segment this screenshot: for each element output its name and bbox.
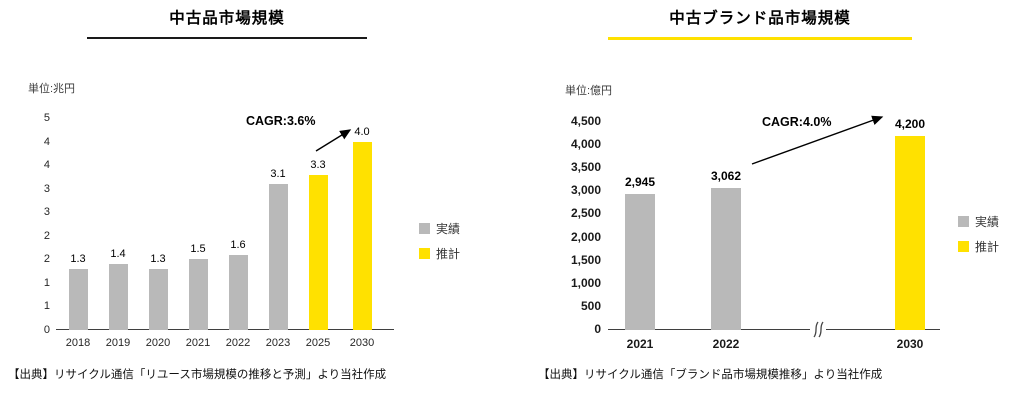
bar-value-label: 1.3: [150, 252, 166, 265]
axis-break-mark: [810, 320, 826, 339]
y-axis-tick-label: 4,000: [570, 137, 601, 152]
bar-2022: [228, 254, 248, 330]
y-axis-tick-label: 5: [43, 112, 50, 124]
bar-value-label: 1.4: [110, 248, 126, 261]
x-axis-tick-label: 2030: [896, 337, 924, 351]
legend-item-actual: 実績: [958, 213, 999, 230]
unit-label: 単位:兆円: [28, 83, 76, 95]
x-axis-tick-label: 2025: [305, 337, 331, 349]
y-axis-tick-label: 2,500: [570, 206, 601, 221]
bar-2018: [68, 268, 88, 330]
bar-value-label: 3,062: [710, 169, 742, 184]
x-axis-line: [56, 329, 394, 330]
x-axis-tick-label: 2018: [65, 337, 91, 349]
bar-value-label: 2,945: [624, 174, 656, 189]
x-axis-tick-label: 2021: [626, 337, 654, 351]
bar-2023: [268, 183, 288, 330]
legend-item-estimate: 推計: [419, 245, 460, 262]
unit-label: 単位:億円: [565, 85, 613, 97]
bar-value-label: 4,200: [894, 116, 926, 131]
x-axis-tick-label: 2023: [265, 337, 291, 349]
cagr-annotation: CAGR:3.6%: [246, 114, 316, 128]
bar-2022: [711, 188, 741, 330]
legend-swatch: [419, 248, 430, 259]
y-axis-tick-label: 4,500: [570, 114, 601, 128]
chart-title: 中古ブランド品市場規模: [669, 10, 851, 27]
chart-title-underline: 中古ブランド品市場規模: [608, 6, 912, 40]
bar-2030: [895, 135, 925, 330]
bar-value-label: 3.3: [310, 158, 326, 171]
y-axis-tick-label: 1,000: [570, 275, 601, 290]
legend-item-estimate: 推計: [958, 238, 999, 255]
y-axis-tick-label: 3: [43, 182, 50, 195]
legend-label: 推計: [975, 240, 1000, 254]
x-axis-tick-label: 2022: [225, 337, 251, 349]
x-axis-tick-label: 2020: [145, 337, 171, 349]
y-axis-tick-label: 1: [43, 300, 50, 313]
legend-label: 推計: [436, 247, 461, 261]
legend-label: 実績: [975, 215, 1000, 229]
bar-value-label: 3.1: [270, 167, 286, 180]
legend-label: 実績: [436, 222, 461, 236]
y-axis-tick-label: 1,500: [570, 252, 601, 267]
chart-title-underline: 中古品市場規模: [87, 6, 367, 39]
legend-swatch: [419, 223, 430, 234]
y-axis-tick-label: 3,000: [570, 183, 601, 198]
source-note: 【出典】リサイクル通信「ブランド品市場規模推移」より当社作成: [538, 369, 883, 381]
legend-item-actual: 実績: [419, 220, 460, 237]
x-axis-tick-label: 2022: [712, 337, 740, 351]
cagr-annotation: CAGR:4.0%: [762, 115, 832, 129]
bar-2021: [625, 193, 655, 330]
x-axis-line: [608, 329, 940, 330]
bar-2030: [352, 141, 372, 330]
x-axis-tick-label: 2019: [105, 337, 131, 349]
y-axis-tick-label: 2,000: [570, 229, 601, 244]
bar-value-label: 1.5: [190, 243, 206, 256]
y-axis-tick-label: 4: [43, 159, 50, 172]
y-axis-tick-label: 2: [43, 253, 50, 266]
y-axis-tick-label: 3: [43, 206, 50, 219]
legend-swatch: [958, 216, 969, 227]
bar-2020: [148, 268, 168, 330]
bar-value-label: 4.0: [354, 125, 370, 138]
y-axis-tick-label: 4: [43, 135, 50, 148]
y-axis-tick-label: 1: [43, 276, 50, 289]
x-axis-tick-label: 2021: [185, 337, 211, 349]
y-axis-tick-label: 500: [580, 298, 601, 313]
y-axis-tick-label: 0: [594, 322, 601, 336]
bar-2021: [188, 259, 208, 330]
bar-value-label: 1.6: [230, 238, 246, 251]
source-note: 【出典】リサイクル通信「リユース市場規模の推移と予測」より当社作成: [8, 369, 387, 381]
y-axis-tick-label: 0: [43, 324, 50, 336]
y-axis-tick-label: 3,500: [570, 160, 601, 175]
x-axis-tick-label: 2030: [349, 337, 375, 349]
y-axis-tick-label: 2: [43, 229, 50, 242]
bar-2025: [308, 174, 328, 330]
legend-swatch: [958, 241, 969, 252]
bar-value-label: 1.3: [70, 252, 86, 265]
bar-2019: [108, 264, 128, 330]
chart-title: 中古品市場規模: [169, 10, 285, 27]
